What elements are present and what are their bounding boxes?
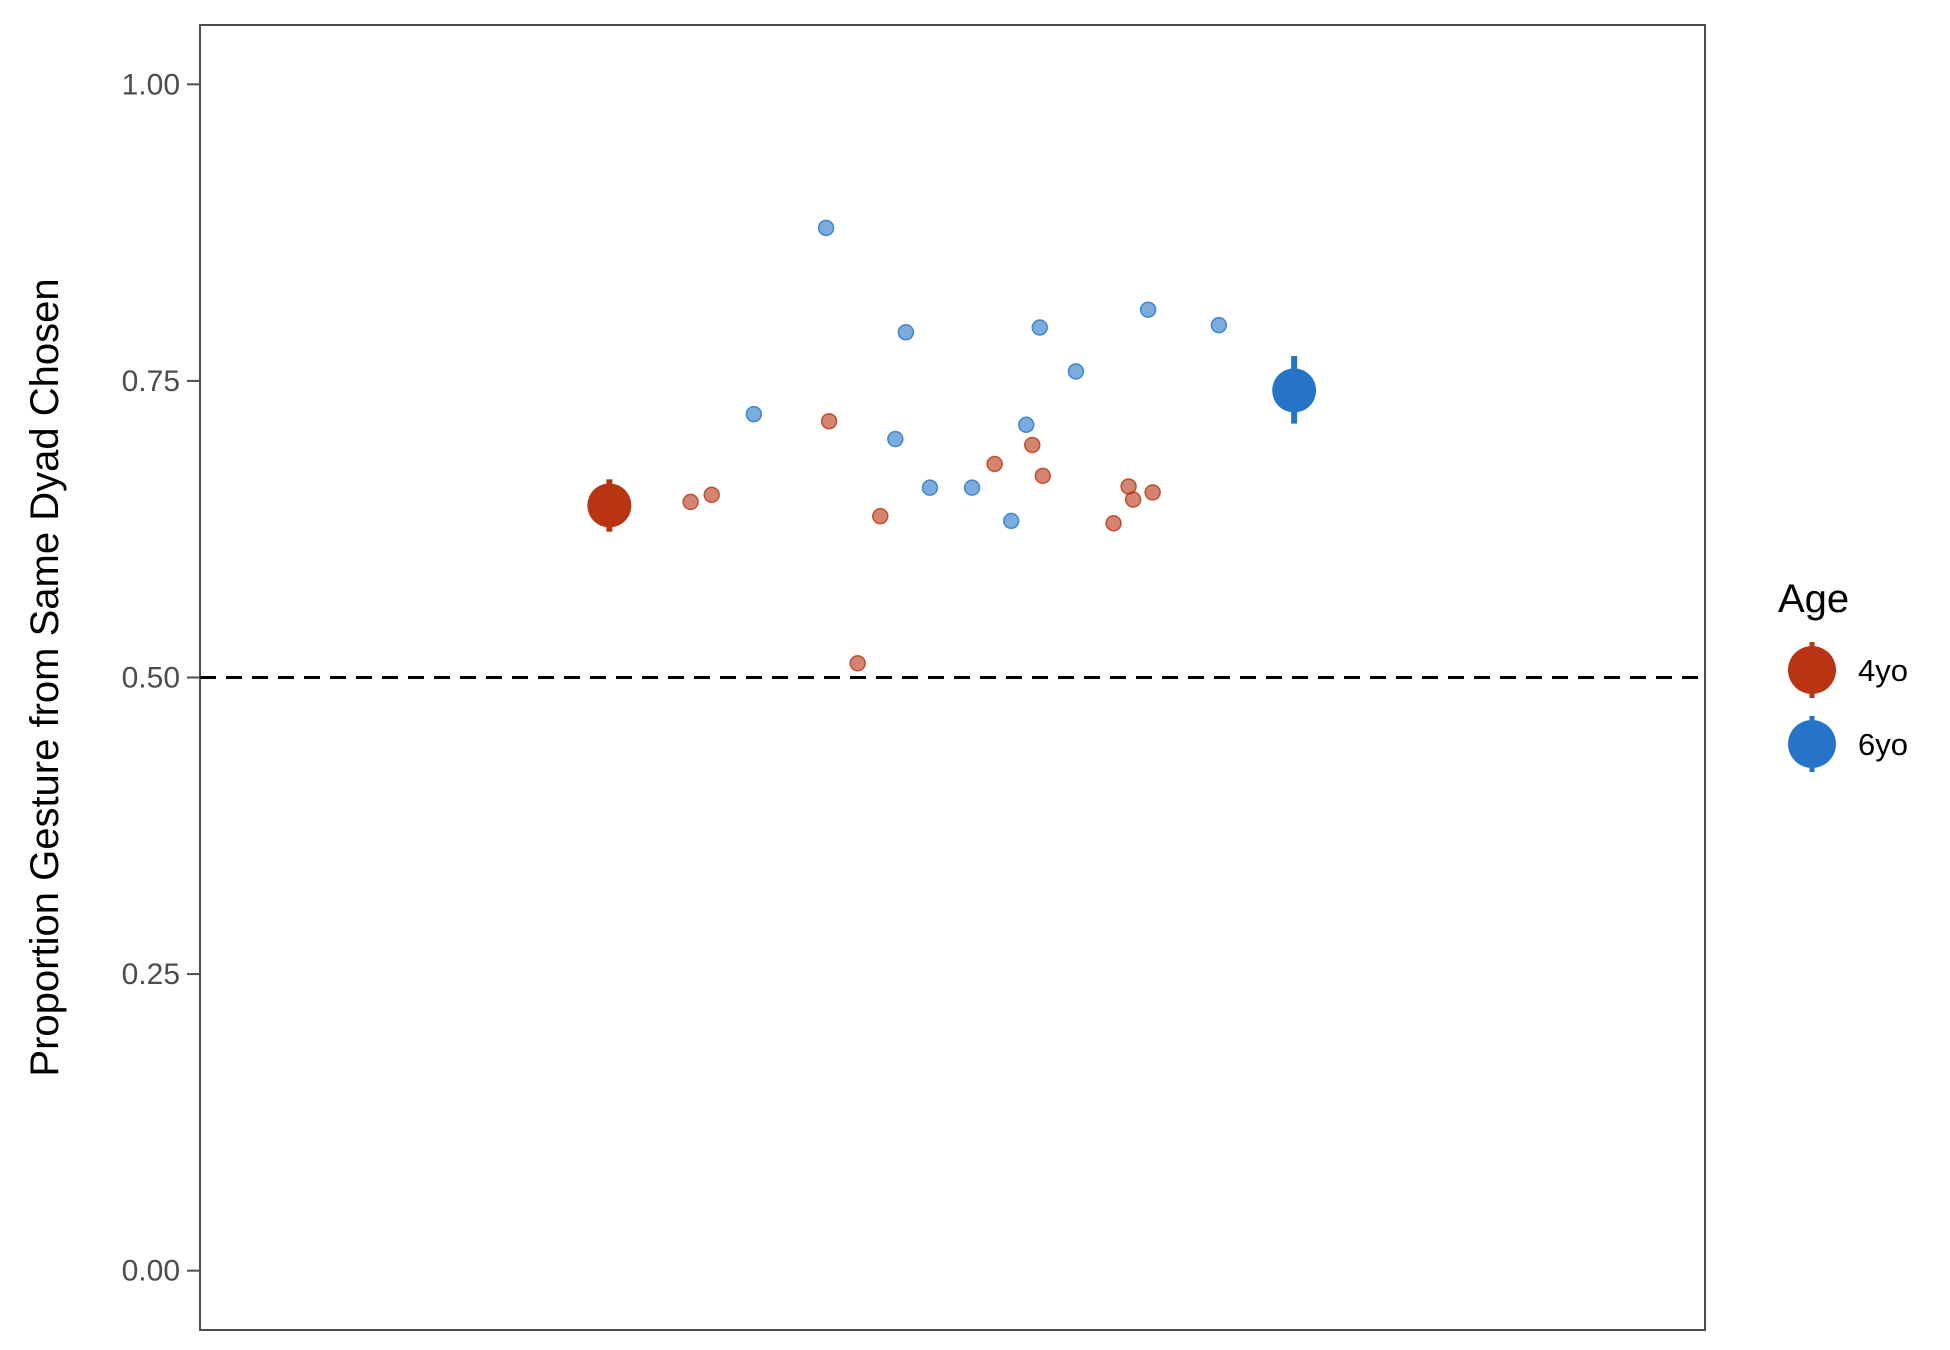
data-point-4yo [1124, 491, 1142, 508]
data-point-6yo [1139, 301, 1157, 318]
legend: Age 4yo 6yo [1778, 577, 1908, 772]
legend-key-4yo [1788, 646, 1836, 694]
data-point-4yo [986, 455, 1003, 473]
data-point-6yo [1210, 316, 1228, 334]
data-point-6yo [745, 405, 763, 423]
data-point-4yo [703, 486, 720, 504]
points-layer [682, 219, 1228, 672]
data-point-6yo [1067, 363, 1085, 380]
data-point-4yo [1105, 515, 1122, 532]
y-tick-label: 0.50 [122, 662, 180, 695]
mean-point-4yo [587, 483, 632, 528]
legend-label-6yo: 6yo [1858, 727, 1908, 762]
means-layer [587, 355, 1317, 532]
data-point-6yo [897, 324, 915, 341]
y-tick-label: 1.00 [122, 68, 180, 101]
y-tick-label: 0.00 [122, 1255, 180, 1288]
data-point-6yo [1017, 416, 1035, 434]
data-point-6yo [921, 479, 939, 496]
data-point-4yo [1144, 484, 1161, 501]
legend-title: Age [1778, 577, 1849, 621]
y-axis: 0.00 0.25 0.50 0.75 1.00 [122, 68, 200, 1288]
data-point-4yo [1024, 436, 1041, 454]
data-point-4yo [872, 507, 889, 525]
data-point-6yo [817, 219, 835, 237]
data-point-4yo [682, 493, 699, 511]
y-axis-title: Proportion Gesture from Same Dyad Chosen [23, 278, 67, 1076]
y-tick-label: 0.25 [122, 958, 180, 991]
mean-point-6yo [1272, 368, 1317, 413]
legend-key-6yo [1788, 720, 1836, 768]
data-point-6yo [963, 479, 981, 496]
data-point-6yo [1031, 319, 1049, 336]
data-point-4yo [1034, 467, 1052, 485]
legend-label-4yo: 4yo [1858, 653, 1908, 688]
data-point-4yo [820, 412, 838, 430]
data-point-4yo [849, 655, 866, 672]
data-point-6yo [887, 430, 904, 448]
y-tick-label: 0.75 [122, 365, 180, 398]
data-point-6yo [1002, 512, 1020, 530]
